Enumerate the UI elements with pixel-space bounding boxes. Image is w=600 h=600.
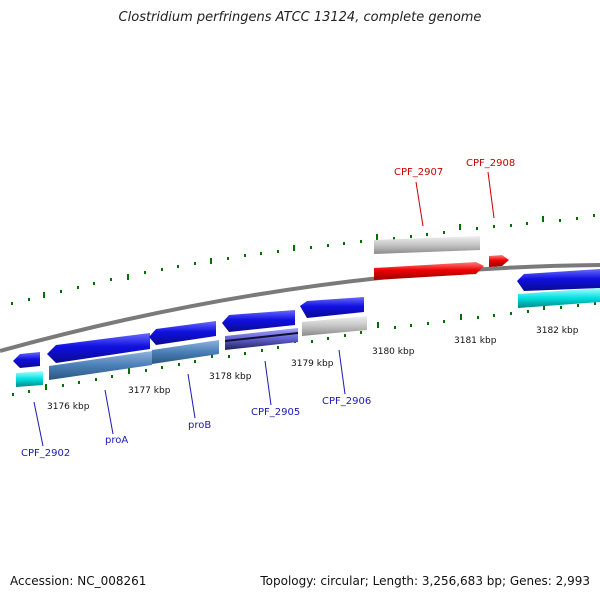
map-title: Clostridium perfringens ATCC 13124, comp…: [118, 10, 482, 25]
gene-cpf-2902-arrow[interactable]: [13, 352, 40, 368]
cds-proB-steel[interactable]: [152, 340, 219, 364]
gene-label-proB[interactable]: proB: [188, 420, 211, 431]
gene-label-cpf-2902[interactable]: CPF_2902: [21, 448, 70, 459]
gene-label-proA[interactable]: proA: [105, 435, 128, 446]
kbp-label-3181: 3181 kbp: [454, 336, 497, 346]
gene-label-cpf-2905[interactable]: CPF_2905: [251, 407, 300, 418]
gene-label-cpf-2908[interactable]: CPF_2908: [466, 158, 515, 169]
kbp-label-3182: 3182 kbp: [536, 326, 579, 336]
gene-cpf-2906-arrow[interactable]: [300, 297, 364, 318]
genome-backbone: [0, 263, 600, 353]
gene-cpf-2905-arrow[interactable]: [222, 310, 295, 332]
gene-label-cpf-2907[interactable]: CPF_2907: [394, 167, 443, 178]
gene-proA-arrow[interactable]: [47, 333, 150, 363]
accession-text: Accession: NC_008261: [10, 574, 147, 588]
gene-leader-lines: [33, 171, 495, 447]
gene-cpf-2908-arrow[interactable]: [489, 255, 509, 267]
gene-label-cpf-2906[interactable]: CPF_2906: [322, 396, 371, 407]
gene-proB-arrow[interactable]: [149, 321, 216, 345]
kbp-label-3178: 3178 kbp: [209, 372, 252, 382]
kbp-label-3177: 3177 kbp: [128, 386, 171, 396]
kbp-label-3180: 3180 kbp: [372, 347, 415, 357]
cds-cpf-2905-purple[interactable]: [225, 328, 298, 350]
cds-proA-steel[interactable]: [49, 351, 152, 380]
gene-right-edge-blue[interactable]: [517, 269, 600, 291]
kbp-label-3176: 3176 kbp: [47, 402, 90, 412]
gene-cpf-2907-arrow[interactable]: [374, 236, 484, 282]
outer-tick-ring: [11, 214, 595, 305]
cds-cpf-2902-cyan[interactable]: [16, 371, 43, 387]
cds-cpf-2906-gray[interactable]: [302, 316, 367, 336]
cds-right-edge-cyan[interactable]: [518, 288, 600, 308]
topology-text: Topology: circular; Length: 3,256,683 bp…: [260, 574, 590, 588]
kbp-label-3179: 3179 kbp: [291, 359, 334, 369]
inner-tick-ring: [12, 302, 596, 396]
